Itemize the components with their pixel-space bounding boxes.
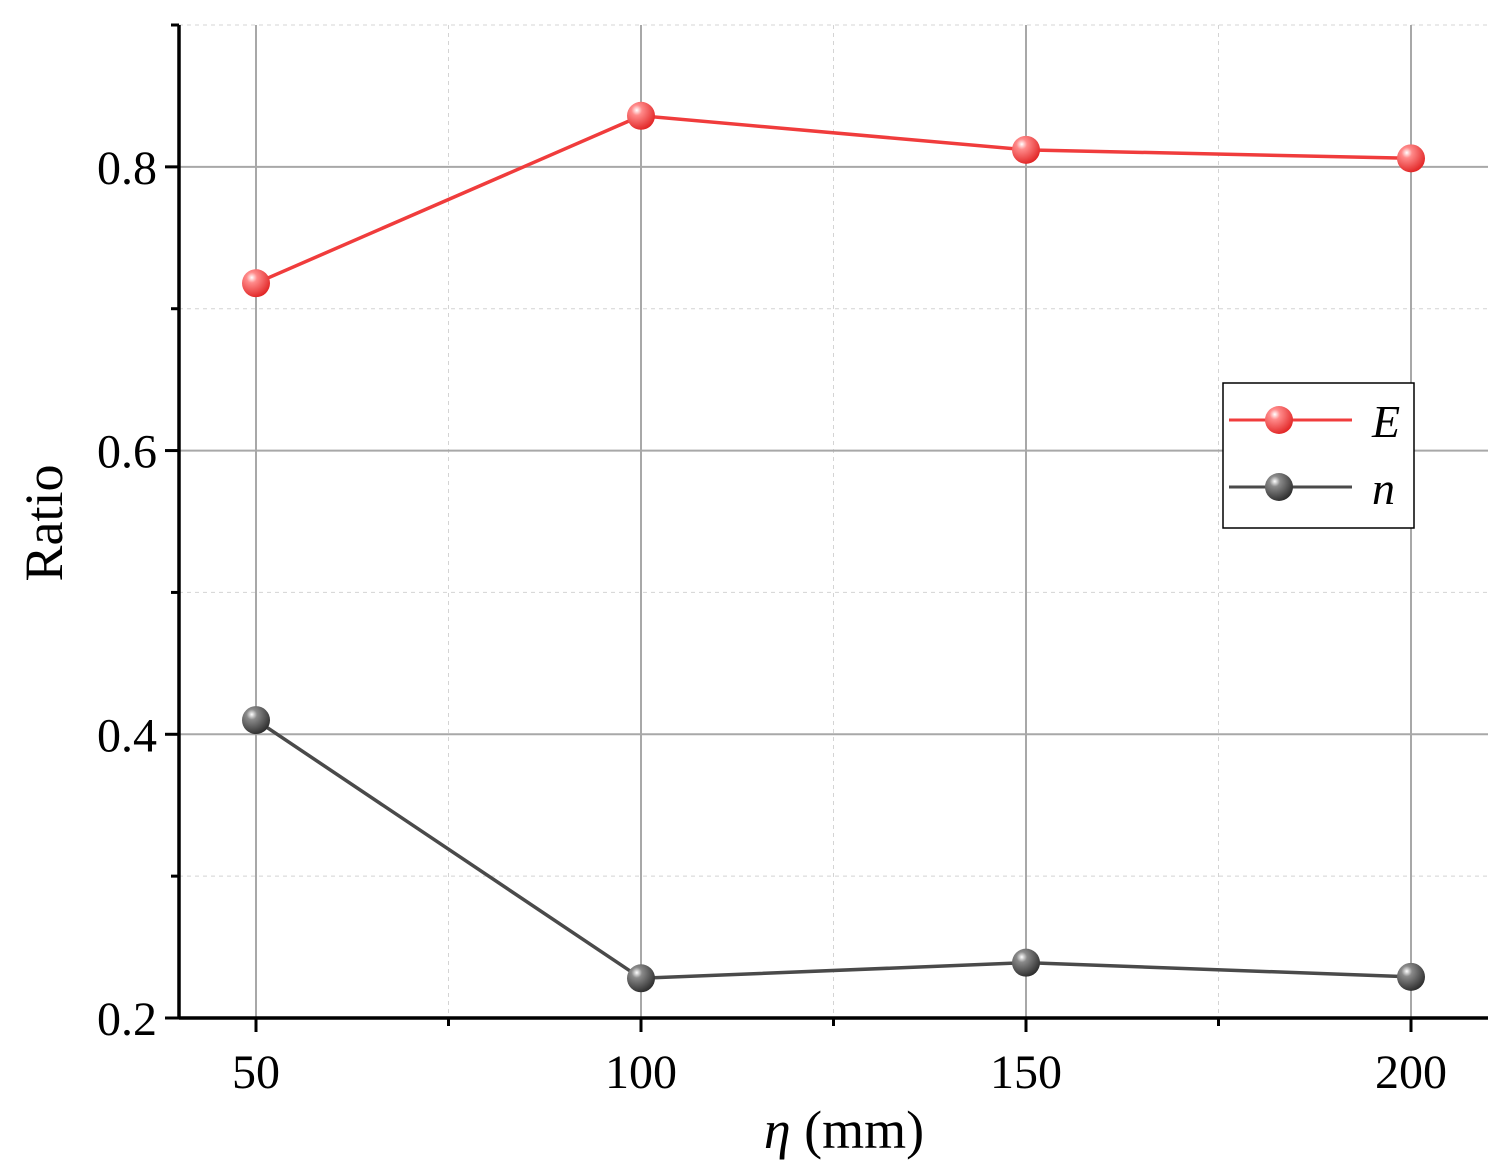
axes bbox=[165, 23, 1488, 1032]
x-tick-label: 100 bbox=[605, 1046, 677, 1099]
x-axis-title: η (mm) bbox=[764, 1100, 924, 1160]
series-line-n bbox=[255, 718, 1412, 981]
data-point-e bbox=[1397, 144, 1425, 173]
x-tick-label: 200 bbox=[1375, 1046, 1447, 1099]
y-tick-label: 0.6 bbox=[97, 426, 157, 479]
data-point-n bbox=[1397, 962, 1425, 991]
legend: E n bbox=[1222, 382, 1415, 529]
y-axis-title: Ratio bbox=[14, 465, 74, 582]
x-axis-unit: (mm) bbox=[791, 1100, 924, 1160]
data-point-e bbox=[242, 269, 270, 298]
legend-box bbox=[1222, 382, 1415, 529]
series-layer bbox=[242, 101, 1425, 993]
data-point-n bbox=[242, 706, 270, 735]
x-axis-symbol: η bbox=[764, 1100, 791, 1160]
major-gridlines bbox=[179, 25, 1488, 1018]
data-point-n bbox=[1012, 948, 1040, 977]
legend-label-e: E bbox=[1371, 396, 1400, 447]
legend-marker-e bbox=[1265, 406, 1293, 434]
y-tick-label: 0.8 bbox=[97, 142, 157, 195]
x-tick-label: 150 bbox=[990, 1046, 1062, 1099]
x-tick-label: 50 bbox=[232, 1046, 280, 1099]
tick-labels: 50 100 150 200 0.2 0.4 0.6 0.8 bbox=[97, 142, 1447, 1099]
data-point-e bbox=[627, 101, 655, 130]
data-point-e bbox=[1012, 135, 1040, 164]
minor-gridlines bbox=[179, 24, 1488, 1018]
y-tick-label: 0.2 bbox=[97, 993, 157, 1046]
y-tick-label: 0.4 bbox=[97, 709, 157, 762]
series-line-e bbox=[255, 114, 1412, 285]
legend-label-n: n bbox=[1372, 463, 1395, 514]
data-point-n bbox=[627, 964, 655, 993]
legend-marker-n bbox=[1265, 473, 1293, 501]
